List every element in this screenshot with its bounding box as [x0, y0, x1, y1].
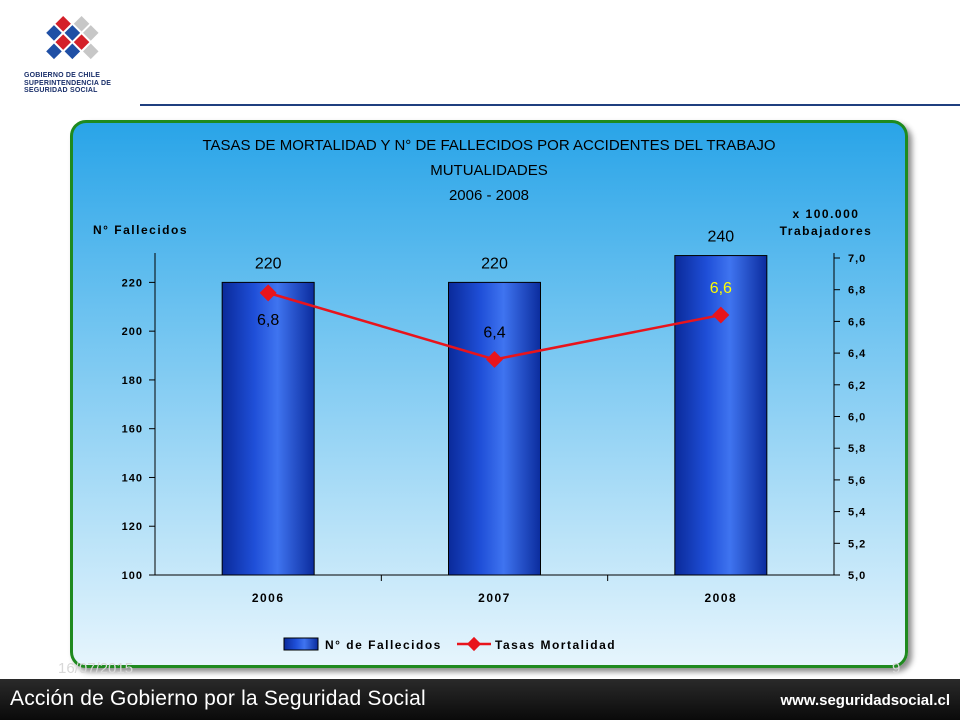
bar-value-label: 220	[481, 255, 508, 272]
header-divider	[140, 104, 960, 106]
right-tick-label: 5,4	[848, 507, 866, 519]
right-tick-label: 6,0	[848, 412, 866, 424]
bar-2007	[448, 281, 541, 576]
right-tick-label: 5,6	[848, 475, 866, 487]
seguridad-social-logo	[46, 15, 99, 60]
bar-value-label: 240	[707, 229, 734, 246]
chart-title-line-2: MUTUALIDADES	[430, 162, 548, 179]
right-tick-label: 6,6	[848, 316, 866, 328]
bar-2006	[221, 281, 315, 576]
legend-line-label: Tasas Mortalidad	[495, 638, 616, 652]
mortality-point-2007	[486, 350, 503, 368]
right-tick-label: 6,8	[848, 285, 866, 297]
mortality-point-2006	[259, 284, 277, 302]
right-tick-label: 6,2	[848, 380, 866, 392]
chart-panel: TASAS DE MORTALIDAD Y N° DE FALLECIDOS P…	[70, 120, 908, 668]
logo-line-3: SEGURIDAD SOCIAL	[24, 87, 98, 94]
logo-line-2: SUPERINTENDENCIA DE	[24, 79, 112, 87]
chart-title-line-3: 2006 - 2008	[449, 187, 529, 204]
legend-bar-label: N° de Fallecidos	[325, 638, 442, 652]
left-tick-label: 200	[122, 326, 143, 338]
legend-bar-swatch	[283, 637, 319, 651]
left-tick-label: 140	[122, 472, 143, 484]
x-tick-label: 2008	[704, 591, 737, 605]
footer-title: Acción de Gobierno por la Seguridad Soci…	[10, 687, 426, 710]
mortality-value-label: 6,4	[483, 324, 505, 341]
slide-date: 16/07/2015	[58, 660, 134, 677]
left-tick-label: 220	[122, 277, 143, 289]
left-tick-label: 180	[122, 375, 143, 387]
right-axis-title-line-2: Trabajadores	[780, 224, 873, 238]
right-axis-title-line-1: x 100.000	[793, 207, 860, 221]
chart-svg: TASAS DE MORTALIDAD Y N° DE FALLECIDOS P…	[93, 137, 873, 652]
left-axis-title: N° Fallecidos	[93, 223, 188, 237]
footer-bar: Acción de Gobierno por la Seguridad Soci…	[0, 679, 960, 720]
left-tick-label: 100	[122, 570, 143, 582]
right-tick-label: 5,2	[848, 538, 866, 550]
mortality-point-2008	[712, 306, 730, 324]
right-tick-label: 5,8	[848, 443, 866, 455]
logo-line-1: GOBIERNO DE CHILE	[24, 72, 101, 79]
slide-number: 9	[892, 660, 901, 677]
x-tick-label: 2007	[478, 591, 511, 605]
mortality-value-label: 6,6	[710, 280, 732, 297]
mortality-value-label: 6,8	[257, 312, 279, 329]
right-tick-label: 5,0	[848, 570, 866, 582]
right-tick-label: 6,4	[848, 348, 866, 360]
footer-url: www.seguridadsocial.cl	[780, 692, 951, 709]
legend-line-marker	[466, 636, 482, 652]
right-tick-label: 7,0	[848, 253, 866, 265]
left-tick-label: 120	[122, 521, 143, 533]
x-tick-label: 2006	[252, 591, 285, 605]
left-tick-label: 160	[122, 424, 143, 436]
bar-2008	[674, 255, 768, 576]
logo-text: GOBIERNO DE CHILE SUPERINTENDENCIA DE SE…	[24, 72, 111, 95]
chart-title-line-1: TASAS DE MORTALIDAD Y N° DE FALLECIDOS P…	[202, 137, 775, 154]
bar-value-label: 220	[255, 255, 282, 272]
